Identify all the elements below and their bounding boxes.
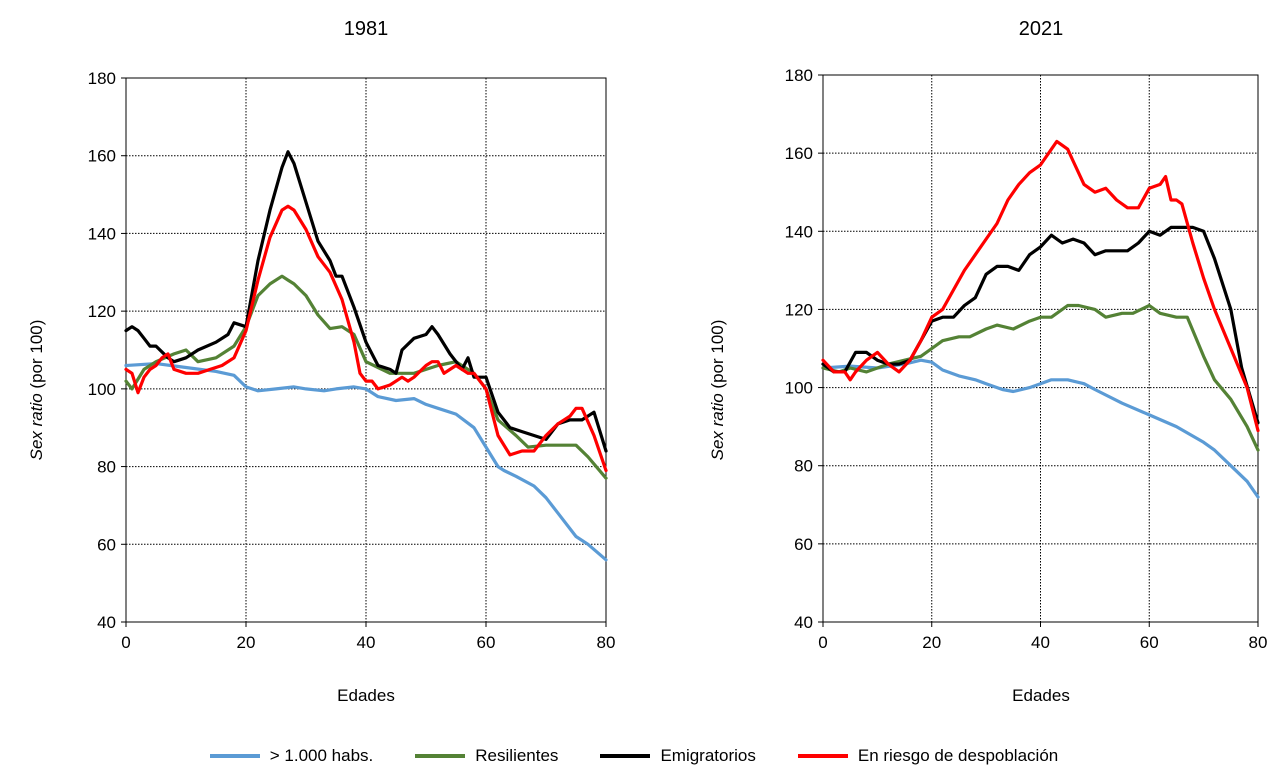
y-tick-label: 40	[97, 613, 116, 632]
y-tick-label: 160	[785, 144, 813, 163]
y-tick-label: 100	[785, 379, 813, 398]
x-tick-label: 20	[237, 633, 256, 652]
grid	[823, 75, 1258, 622]
y-tick-label: 120	[785, 300, 813, 319]
x-tick-label: 0	[818, 633, 827, 652]
x-tick-label: 40	[1031, 633, 1050, 652]
legend-item-riesgo: En riesgo de despoblación	[797, 746, 1059, 766]
legend-label: Emigratorios	[660, 746, 756, 765]
series	[124, 150, 608, 562]
x-tick-label: 40	[357, 633, 376, 652]
legend-swatch	[209, 754, 260, 758]
legend-label: Resilientes	[475, 746, 559, 765]
legend-swatch	[797, 754, 848, 758]
y-tick-label: 180	[88, 69, 116, 88]
y-tick-label: 60	[97, 535, 116, 554]
series	[821, 139, 1260, 499]
y-tick-label: 120	[88, 302, 116, 321]
legend-swatch	[415, 754, 466, 758]
series-line-habs	[821, 358, 1260, 499]
series-line-riesgo	[124, 204, 608, 473]
legend-item-resilientes: Resilientes	[415, 746, 558, 766]
chart-title: 1981	[344, 18, 389, 40]
x-tick-label: 0	[121, 633, 130, 652]
x-tick-label: 20	[922, 633, 941, 652]
legend-label: En riesgo de despoblación	[857, 746, 1059, 765]
legend: > 1.000 habs. Resilientes Emigratorios E…	[0, 746, 1268, 766]
y-axis-label: Sex ratio (por 100)	[27, 320, 46, 461]
x-axis-label: Edades	[1012, 686, 1070, 705]
chart-1981: 1981 0 20 40 60 80 40 60 80 100 120 140 160 180 Edad…	[27, 18, 615, 705]
y-tick-label: 80	[97, 458, 116, 477]
y-tick-label: 100	[88, 380, 116, 399]
y-tick-label: 140	[88, 224, 116, 243]
x-tick-label: 60	[477, 633, 496, 652]
x-tick-label: 60	[1140, 633, 1159, 652]
y-tick-label: 160	[88, 147, 116, 166]
chart-2021: 2021 0 20 40 60 80 40 60 80 100 120 140 160 180 Edad…	[708, 18, 1267, 705]
legend-item-emigratorios: Emigratorios	[600, 746, 756, 766]
series-line-resilientes	[124, 274, 608, 480]
grid	[126, 78, 606, 622]
x-tick-label: 80	[597, 633, 616, 652]
y-tick-label: 60	[794, 535, 813, 554]
legend-item-habs: > 1.000 habs.	[209, 746, 374, 766]
x-tick-label: 80	[1249, 633, 1268, 652]
ticks: 0 20 40 60 80 40 60 80 100 120 140 160 180	[785, 66, 1268, 652]
chart-title: 2021	[1019, 18, 1064, 40]
ticks: 0 20 40 60 80 40 60 80 100 120 140 160 180	[88, 69, 616, 652]
y-tick-label: 180	[785, 66, 813, 85]
x-axis-label: Edades	[337, 686, 395, 705]
y-tick-label: 140	[785, 222, 813, 241]
series-line-habs	[124, 362, 608, 562]
y-tick-label: 80	[794, 457, 813, 476]
y-axis-label: Sex ratio (por 100)	[708, 320, 727, 461]
series-line-riesgo	[821, 139, 1260, 433]
legend-label: > 1.000 habs.	[269, 746, 374, 765]
series-line-emigratorios	[124, 150, 608, 453]
legend-swatch	[600, 754, 651, 758]
y-tick-label: 40	[794, 613, 813, 632]
series-line-emigratorios	[821, 225, 1260, 425]
